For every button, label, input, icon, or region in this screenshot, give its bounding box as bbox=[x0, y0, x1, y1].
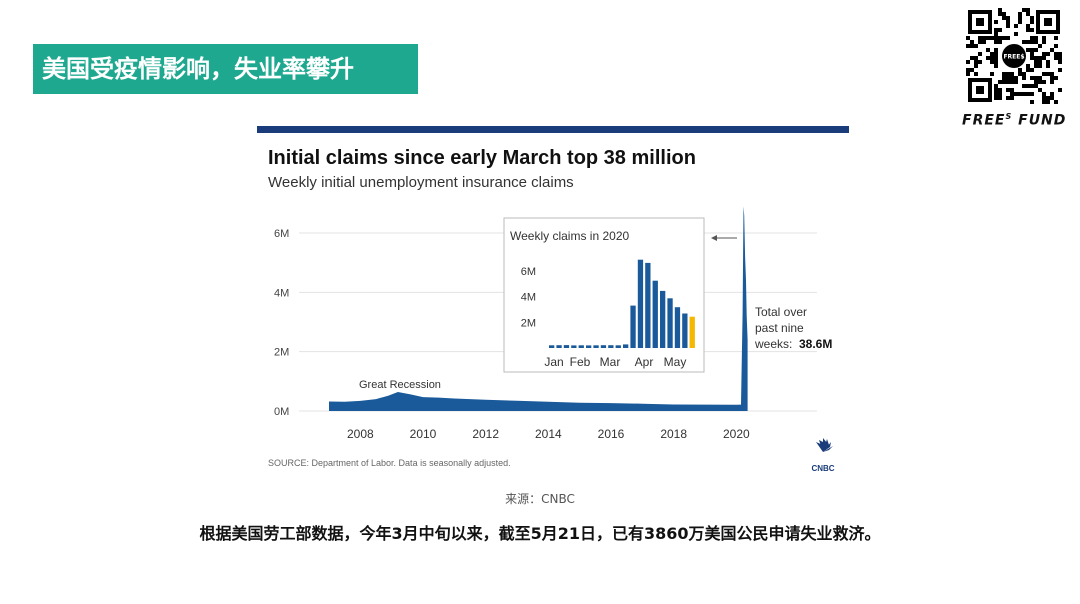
x-tick-4: 2016 bbox=[598, 427, 625, 441]
inset-bar-14 bbox=[652, 280, 658, 348]
chart-subtitle: Weekly initial unemployment insurance cl… bbox=[268, 174, 574, 191]
inset-bar-10 bbox=[623, 344, 629, 348]
inset-month-labels: Jan Feb Mar Apr May bbox=[544, 355, 686, 369]
total-annotation: Total over past nine weeks: 38.6M bbox=[754, 305, 832, 351]
brand-left: FREE bbox=[962, 112, 1006, 129]
inset-bar-13 bbox=[645, 262, 651, 348]
y-tick-3: 6M bbox=[274, 228, 289, 240]
recession-label: Great Recession bbox=[359, 379, 441, 391]
brand-logo: FREES FUND bbox=[962, 112, 1072, 129]
inset-bar-8 bbox=[608, 345, 614, 348]
inset-bar-17 bbox=[674, 307, 681, 348]
chart-x-ticks: 2008 2010 2012 2014 2016 2018 2020 bbox=[347, 427, 750, 441]
inset-month-4: May bbox=[664, 355, 687, 369]
inset-bar-18 bbox=[682, 313, 688, 348]
inset-month-2: Mar bbox=[600, 355, 621, 369]
x-tick-3: 2014 bbox=[535, 427, 562, 441]
inset-bar-7 bbox=[600, 345, 607, 348]
inset-month-3: Apr bbox=[635, 355, 654, 369]
inset-bar-4 bbox=[578, 345, 584, 348]
total-value: 38.6M bbox=[799, 337, 832, 351]
total-line-2: weeks: bbox=[754, 337, 792, 351]
chart-title: Initial claims since early March top 38 … bbox=[268, 147, 696, 169]
inset-bar-3 bbox=[571, 345, 577, 348]
image-caption: 来源：CNBC bbox=[505, 492, 575, 506]
inset-bar-11 bbox=[630, 305, 636, 348]
inset-y-tick-2: 6M bbox=[521, 266, 536, 278]
qr-center-text: FREE$ bbox=[1003, 54, 1024, 61]
inset-bars bbox=[549, 259, 695, 348]
chart-y-ticks: 0M 2M 4M 6M bbox=[274, 228, 289, 418]
chart-top-rule bbox=[257, 126, 849, 133]
inset-bar-19 bbox=[689, 316, 695, 348]
qr-code: FREE$ bbox=[966, 8, 1062, 104]
inset-y-tick-1: 4M bbox=[521, 292, 536, 304]
total-line-0: Total over bbox=[755, 305, 807, 319]
chart-image: Initial claims since early March top 38 … bbox=[257, 126, 849, 481]
x-tick-5: 2018 bbox=[660, 427, 687, 441]
y-tick-0: 0M bbox=[274, 406, 289, 418]
inset-bar-9 bbox=[615, 345, 621, 348]
qr-center-logo bbox=[1002, 44, 1026, 68]
inset-bar-0 bbox=[549, 345, 555, 348]
qr-modules bbox=[966, 8, 1062, 104]
inset-bar-6 bbox=[593, 345, 599, 348]
x-tick-2: 2012 bbox=[472, 427, 499, 441]
y-tick-1: 2M bbox=[274, 347, 289, 359]
inset-bar-1 bbox=[556, 345, 562, 348]
inset-chart: Weekly claims in 2020 2M 4M 6M Jan Feb Mar Ap… bbox=[503, 217, 705, 373]
inset-y-ticks: 2M 4M 6M bbox=[521, 266, 536, 329]
qr-finder-bl bbox=[968, 78, 992, 102]
inset-month-0: Jan bbox=[544, 355, 563, 369]
x-tick-1: 2010 bbox=[410, 427, 437, 441]
qr-finder-tr bbox=[1036, 10, 1060, 34]
banner-title: 美国受疫情影响，失业率攀升 bbox=[33, 44, 418, 94]
inset-arrow bbox=[711, 235, 737, 241]
qr-finder-tl bbox=[968, 10, 992, 34]
brand-right: FUND bbox=[1018, 112, 1067, 129]
footnote-text: 根据美国劳工部数据，今年3月中旬以来，截至5月21日，已有3860万美国公民申请… bbox=[199, 524, 881, 543]
x-tick-0: 2008 bbox=[347, 427, 374, 441]
inset-bar-15 bbox=[660, 290, 666, 348]
inset-bar-12 bbox=[637, 259, 644, 348]
cnbc-logo-text: CNBC bbox=[811, 464, 834, 473]
total-line-1: past nine bbox=[755, 321, 804, 335]
inset-bar-2 bbox=[563, 345, 570, 348]
brand-sup: S bbox=[1005, 112, 1013, 121]
inset-bar-16 bbox=[667, 298, 673, 348]
chart-source: SOURCE: Department of Labor. Data is sea… bbox=[268, 458, 511, 468]
inset-bar-5 bbox=[586, 345, 592, 348]
inset-y-tick-0: 2M bbox=[521, 317, 536, 329]
x-tick-6: 2020 bbox=[723, 427, 750, 441]
inset-title: Weekly claims in 2020 bbox=[510, 229, 629, 243]
cnbc-logo: CNBC bbox=[811, 438, 835, 473]
chart-svg: Initial claims since early March top 38 … bbox=[257, 126, 849, 481]
inset-month-1: Feb bbox=[570, 355, 591, 369]
y-tick-2: 4M bbox=[274, 287, 289, 299]
